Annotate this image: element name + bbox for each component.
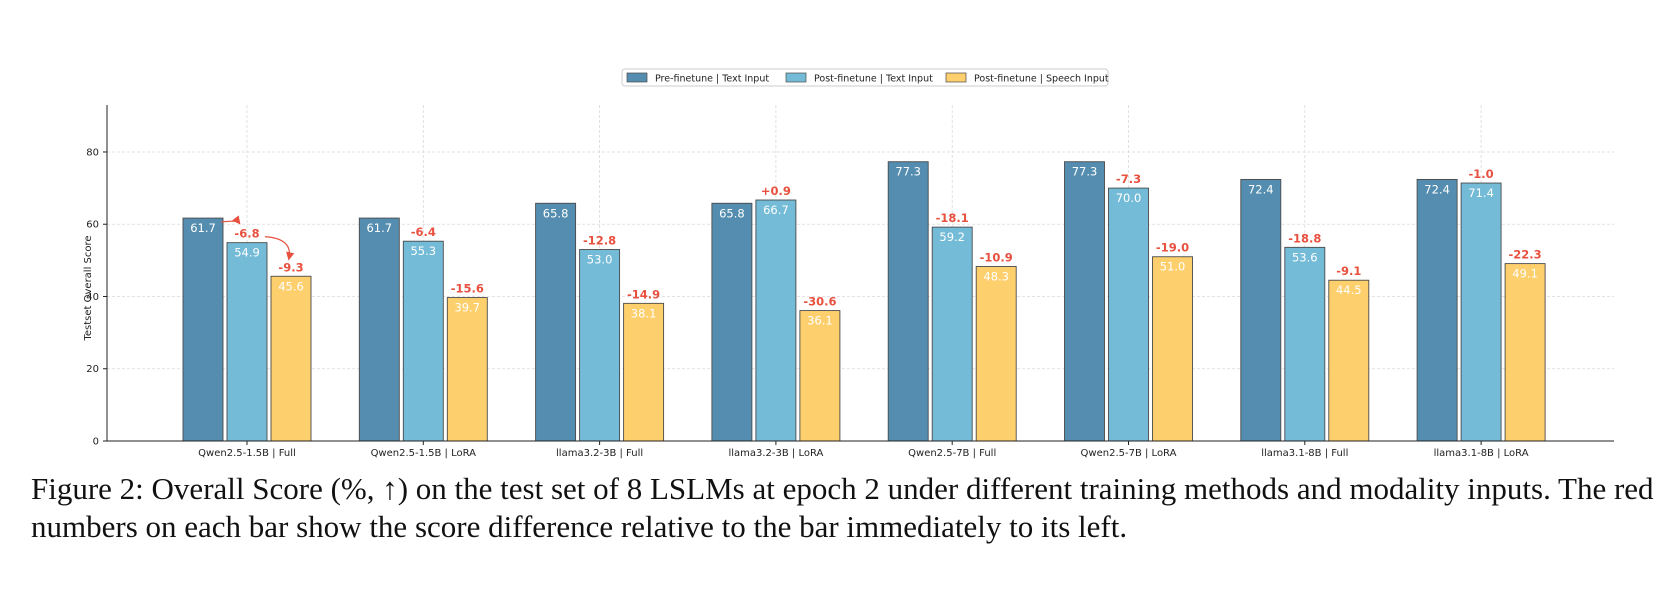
bar-value-label: 72.4 [1424, 182, 1450, 196]
bar [446, 297, 488, 442]
y-tick-label: 20 [86, 364, 99, 375]
delta-arrow [264, 236, 295, 261]
legend-box [621, 68, 1109, 87]
bar-value-label: 77.3 [1072, 165, 1098, 179]
bar [579, 249, 621, 442]
bar-value-label: 53.0 [587, 253, 613, 267]
bar-value-label: 70.0 [1116, 191, 1142, 205]
bar-delta-label: -18.8 [1288, 231, 1321, 245]
legend-swatch [626, 72, 648, 83]
bar-value-label: 48.3 [983, 269, 1009, 283]
bar-value-label: 51.0 [1160, 260, 1186, 274]
bar [358, 217, 400, 442]
bar-delta-label: -9.3 [278, 260, 303, 274]
legend-label: Post-finetune | Text Input [814, 74, 933, 85]
bar [182, 217, 224, 442]
bar-value-label: 39.7 [454, 301, 480, 315]
bar-delta-label: -12.8 [583, 234, 616, 248]
bar [270, 275, 312, 442]
y-tick-label: 80 [86, 147, 99, 158]
bar-value-label: 59.2 [939, 230, 965, 244]
bar [1328, 279, 1370, 442]
bar-delta-label: +0.9 [761, 184, 791, 198]
bar-value-label: 53.6 [1292, 250, 1318, 264]
bar [1152, 256, 1193, 442]
legend-label: Pre-finetune | Text Input [655, 74, 769, 85]
bar-delta-label: -6.4 [411, 225, 436, 239]
bar-chart: 61.7 61.7 65.8 65.8 77.3 77.3 72.4 72.4 54.9 -6.8… [83, 68, 1614, 459]
bar [1108, 187, 1149, 442]
bar-delta-label: -22.3 [1509, 248, 1542, 262]
bar-value-label: 65.8 [543, 206, 569, 220]
x-tick-label: Qwen2.5-1.5B | Full [198, 448, 296, 459]
bar-value-label: 49.1 [1512, 267, 1538, 281]
bar-delta-label: -18.1 [936, 211, 969, 225]
delta-arrows [220, 215, 295, 261]
bar [226, 242, 268, 442]
x-tick-label: Qwen2.5-7B | Full [908, 448, 996, 459]
bar-delta-label: -7.3 [1116, 172, 1141, 186]
bar [1284, 246, 1326, 442]
figure-caption: Figure 2: Overall Score (%, ↑) on the te… [31, 471, 1654, 544]
bar-delta-label: -15.6 [451, 282, 484, 296]
bar-delta-label: -19.0 [1156, 241, 1189, 255]
bar-value-label: 36.1 [807, 314, 833, 328]
bar [755, 199, 797, 442]
x-tick-label: llama3.2-3B | Full [556, 448, 643, 459]
y-tick-label: 0 [93, 437, 99, 448]
bar [711, 202, 753, 442]
bar [535, 202, 577, 442]
delta-arrow [220, 215, 241, 225]
bar [1240, 178, 1282, 442]
bar-value-label: 45.6 [278, 279, 304, 293]
legend-label: Post-finetune | Speech Input [974, 74, 1109, 85]
bar-value-label: 71.4 [1468, 186, 1494, 200]
bar-delta-label: -30.6 [803, 295, 836, 309]
x-tick-label: Qwen2.5-7B | LoRA [1081, 448, 1177, 459]
bar-delta-label: -6.8 [234, 227, 259, 241]
bar-delta-label: -9.1 [1336, 264, 1361, 278]
legend: Pre-finetune | Text Input Post-finetune |… [621, 68, 1109, 87]
bar [623, 302, 665, 442]
bar [975, 266, 1017, 442]
bar [1504, 263, 1546, 442]
bar [1064, 161, 1105, 442]
bar-value-label: 61.7 [366, 221, 392, 235]
x-tick-label: llama3.1-8B | LoRA [1434, 448, 1529, 459]
bars [182, 161, 1546, 442]
bar-value-label: 38.1 [631, 306, 657, 320]
bar [887, 161, 929, 442]
bar-delta-label: -10.9 [980, 250, 1013, 264]
bar [1416, 178, 1458, 442]
bar [931, 226, 973, 442]
bar-value-label: 44.5 [1336, 283, 1362, 297]
axes: 0 20 40 60 80 Qwen2.5-1.5B | Full Qwen2.5-1.5B… [83, 105, 1614, 459]
x-tick-label: Qwen2.5-1.5B | LoRA [371, 448, 477, 459]
x-tick-label: llama3.1-8B | Full [1261, 448, 1348, 459]
bar-value-label: 66.7 [763, 203, 789, 217]
y-tick-label: 40 [86, 292, 99, 303]
bar-delta-label: -1.0 [1469, 167, 1494, 181]
bar-value-label: 65.8 [719, 206, 745, 220]
bar [799, 310, 841, 442]
bar-value-label: 77.3 [895, 165, 921, 179]
bar-value-label: 55.3 [410, 244, 436, 258]
x-tick-label: llama3.2-3B | LoRA [728, 448, 823, 459]
y-tick-label: 60 [86, 220, 99, 231]
bar-value-label: 54.9 [234, 246, 260, 260]
y-axis-title: Testset Overall Score [83, 235, 94, 341]
legend-swatch [945, 72, 967, 83]
bar-value-label: 61.7 [190, 221, 216, 235]
bar-value-label: 72.4 [1248, 182, 1274, 196]
bar [1460, 182, 1502, 442]
bar [402, 240, 444, 442]
legend-swatch [785, 72, 807, 83]
bar-delta-label: -14.9 [627, 287, 660, 301]
bar-labels: 61.7 61.7 65.8 65.8 77.3 77.3 72.4 72.4 54.9 -6.8… [190, 165, 1541, 328]
gridlines [107, 105, 1614, 441]
